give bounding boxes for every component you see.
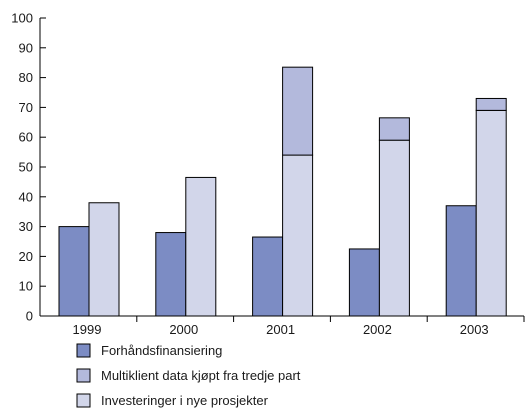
x-tick-label: 1999 [73, 322, 102, 337]
y-tick-label: 20 [19, 249, 33, 264]
y-tick-label: 70 [19, 100, 33, 115]
axes: 0 10 20 30 40 50 60 70 80 90 100 1999 2000 2001 2002 20… [11, 11, 525, 337]
y-tick-label: 50 [19, 160, 33, 175]
y-tick-label: 40 [19, 189, 33, 204]
y-tick-label: 30 [19, 219, 33, 234]
legend-label: Investeringer i nye prosjekter [101, 393, 269, 408]
bar-investeringer-i-nye-prosjekter-2001[interactable] [282, 154, 314, 317]
bar-investeringer-i-nye-prosjekter-2003[interactable] [475, 109, 507, 317]
bars [58, 66, 507, 317]
bar-forh-ndsfinansiering-2003[interactable] [445, 205, 477, 317]
legend-item[interactable]: Forhåndsfinansiering [76, 343, 222, 358]
bar-multiklient-data-kj-pt-fra-tredje-part-2001[interactable] [282, 66, 314, 156]
legend-label: Forhåndsfinansiering [101, 343, 222, 358]
y-tick-label: 80 [19, 70, 33, 85]
legend-swatch [76, 343, 91, 358]
x-tick-label: 2001 [266, 322, 295, 337]
legend-item[interactable]: Multiklient data kjøpt fra tredje part [76, 368, 301, 383]
legend-label: Multiklient data kjøpt fra tredje part [101, 368, 301, 383]
bar-investeringer-i-nye-prosjekter-2000[interactable] [185, 176, 217, 317]
bar-multiklient-data-kj-pt-fra-tredje-part-2002[interactable] [378, 117, 410, 141]
legend: Forhåndsfinansiering Multiklient data kjø… [76, 343, 301, 408]
bar-forh-ndsfinansiering-2002[interactable] [348, 248, 380, 317]
y-tick-label: 100 [11, 11, 33, 26]
bar-forh-ndsfinansiering-2000[interactable] [155, 232, 187, 317]
y-tick-label: 10 [19, 279, 33, 294]
bar-forh-ndsfinansiering-2001[interactable] [252, 236, 284, 317]
bar-forh-ndsfinansiering-1999[interactable] [58, 226, 90, 317]
legend-swatch [76, 393, 91, 408]
bar-investeringer-i-nye-prosjekter-1999[interactable] [88, 202, 120, 317]
x-tick-label: 2000 [169, 322, 198, 337]
x-tick-label: 2002 [363, 322, 392, 337]
y-tick-label: 0 [26, 309, 33, 324]
legend-item[interactable]: Investeringer i nye prosjekter [76, 393, 269, 408]
bar-multiklient-data-kj-pt-fra-tredje-part-2003[interactable] [475, 97, 507, 111]
x-tick-label: 2003 [460, 322, 489, 337]
legend-swatch [76, 368, 91, 383]
y-tick-label: 60 [19, 130, 33, 145]
bar-investeringer-i-nye-prosjekter-2002[interactable] [378, 139, 410, 317]
y-tick-label: 90 [19, 40, 33, 55]
